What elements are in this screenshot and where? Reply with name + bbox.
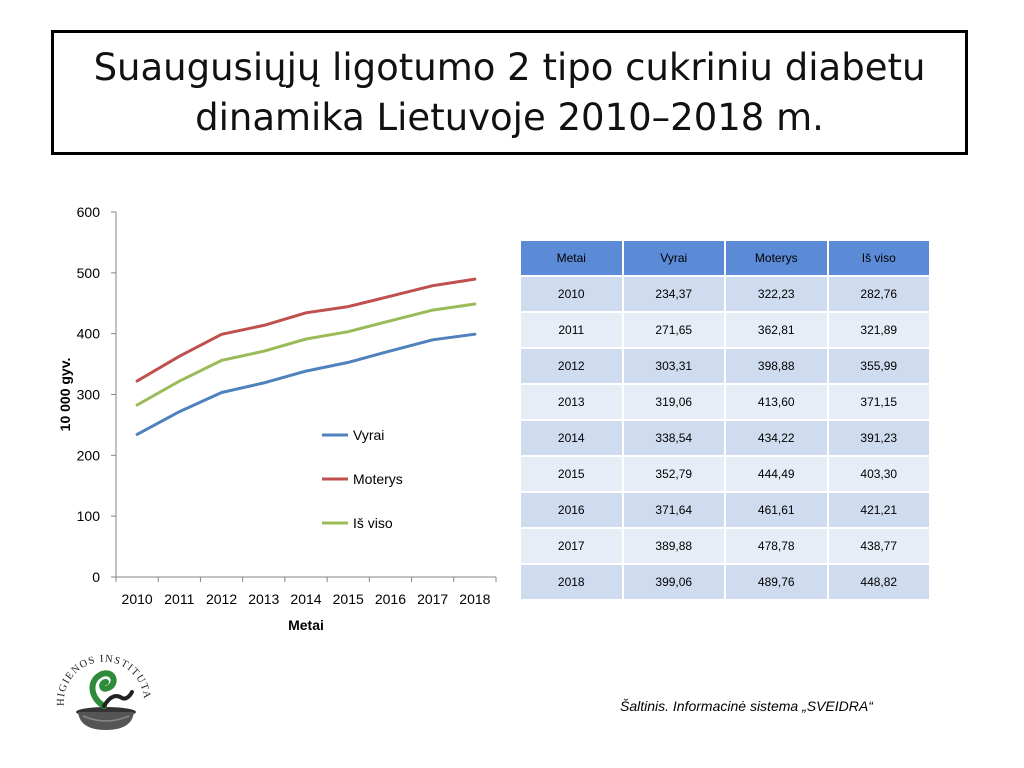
series-line-1 — [135, 277, 477, 383]
table-cell: 461,61 — [724, 491, 829, 529]
table-cell: 448,82 — [826, 563, 931, 601]
table-cell: 355,99 — [826, 347, 931, 385]
y-tick-label: 300 — [77, 387, 101, 403]
table-row: 2013 319,06 413,60 371,15 — [519, 383, 931, 421]
y-tick-label: 500 — [77, 265, 101, 281]
table-row: 2010 234,37 322,23 282,76 — [519, 275, 931, 313]
table-cell: 282,76 — [826, 275, 931, 313]
y-tick-label: 0 — [92, 569, 100, 585]
table-cell: 2010 — [519, 275, 624, 313]
table-header-year: Metai — [519, 239, 624, 277]
table-cell: 434,22 — [724, 419, 829, 457]
table-body: 2010 234,37 322,23 282,76 2011 271,65 362,81 32… — [519, 275, 931, 601]
table-header-row: Metai Vyrai Moterys Iš viso — [519, 239, 931, 277]
y-tick-label: 100 — [77, 508, 101, 524]
table-cell: 303,31 — [621, 347, 726, 385]
table-cell: 319,06 — [621, 383, 726, 421]
table-header-women: Moterys — [724, 239, 829, 277]
table-cell: 2014 — [519, 419, 624, 457]
table-cell: 352,79 — [621, 455, 726, 493]
logo-text: HIGIENOS INSTITUTAS — [50, 636, 151, 706]
table-cell: 321,89 — [826, 311, 931, 349]
table-cell: 2018 — [519, 563, 624, 601]
line-chart: 0 100 200 300 400 500 600 2010 2011 2012 2013 2014 2… — [57, 204, 497, 633]
y-tick-label: 400 — [77, 326, 101, 342]
table-row: 2017 389,88 478,78 438,77 — [519, 527, 931, 565]
data-table: Metai Vyrai Moterys Iš viso 2010 234,37 32… — [519, 239, 931, 601]
series-line-2 — [135, 302, 477, 407]
table-cell: 489,76 — [724, 563, 829, 601]
x-axis-title: Metai — [288, 617, 324, 633]
table-cell: 478,78 — [724, 527, 829, 565]
table-cell: 413,60 — [724, 383, 829, 421]
table-cell: 438,77 — [826, 527, 931, 565]
title-box: Suaugusiųjų ligotumo 2 tipo cukriniu dia… — [51, 30, 968, 155]
legend-label: Moterys — [353, 471, 403, 487]
table-cell: 2015 — [519, 455, 624, 493]
x-tick-label: 2013 — [248, 591, 279, 607]
table-cell: 371,15 — [826, 383, 931, 421]
y-tick-label: 200 — [77, 447, 101, 463]
table-cell: 338,54 — [621, 419, 726, 457]
table-cell: 234,37 — [621, 275, 726, 313]
table-cell: 2017 — [519, 527, 624, 565]
table-cell: 403,30 — [826, 455, 931, 493]
table-cell: 444,49 — [724, 455, 829, 493]
x-tick-label: 2016 — [375, 591, 406, 607]
x-tick-label: 2014 — [290, 591, 321, 607]
svg-text:HIGIENOS INSTITUTAS: HIGIENOS INSTITUTAS — [50, 636, 152, 706]
y-axis-title: 10 000 gyv. — [57, 358, 73, 432]
table-cell: 421,21 — [826, 491, 931, 529]
table-cell: 2012 — [519, 347, 624, 385]
y-tick-label: 600 — [77, 204, 101, 220]
x-tick-label: 2018 — [459, 591, 490, 607]
table-header-men: Vyrai — [621, 239, 726, 277]
x-tick-label: 2012 — [206, 591, 237, 607]
table-cell: 371,64 — [621, 491, 726, 529]
table-row: 2015 352,79 444,49 403,30 — [519, 455, 931, 493]
table-cell: 322,23 — [724, 275, 829, 313]
table-cell: 362,81 — [724, 311, 829, 349]
x-tick-label: 2010 — [122, 591, 153, 607]
x-tick-label: 2017 — [417, 591, 448, 607]
source-note: Šaltinis. Informacinė sistema „SVEIDRA“ — [620, 698, 873, 714]
table-cell: 271,65 — [621, 311, 726, 349]
slide-title-line-2: dinamika Lietuvoje 2010–2018 m. — [195, 95, 824, 139]
x-tick-label: 2011 — [164, 591, 194, 607]
table-row: 2016 371,64 461,61 421,21 — [519, 491, 931, 529]
table-row: 2014 338,54 434,22 391,23 — [519, 419, 931, 457]
table-row: 2012 303,31 398,88 355,99 — [519, 347, 931, 385]
slide-title-line-1: Suaugusiųjų ligotumo 2 tipo cukriniu dia… — [93, 45, 926, 89]
table-cell: 398,88 — [724, 347, 829, 385]
table-cell: 391,23 — [826, 419, 931, 457]
x-tick-label: 2015 — [333, 591, 364, 607]
legend-label: Vyrai — [353, 427, 384, 443]
table-row: 2018 399,06 489,76 448,82 — [519, 563, 931, 601]
table-cell: 399,06 — [621, 563, 726, 601]
table-cell: 2013 — [519, 383, 624, 421]
legend-label: Iš viso — [353, 515, 393, 531]
series-line-0 — [135, 332, 477, 436]
table-header-total: Iš viso — [826, 239, 931, 277]
table-cell: 2011 — [519, 311, 624, 349]
table-cell: 2016 — [519, 491, 624, 529]
table-cell: 389,88 — [621, 527, 726, 565]
higienos-institutas-logo: HIGIENOS INSTITUTAS — [50, 636, 152, 730]
table-row: 2011 271,65 362,81 321,89 — [519, 311, 931, 349]
